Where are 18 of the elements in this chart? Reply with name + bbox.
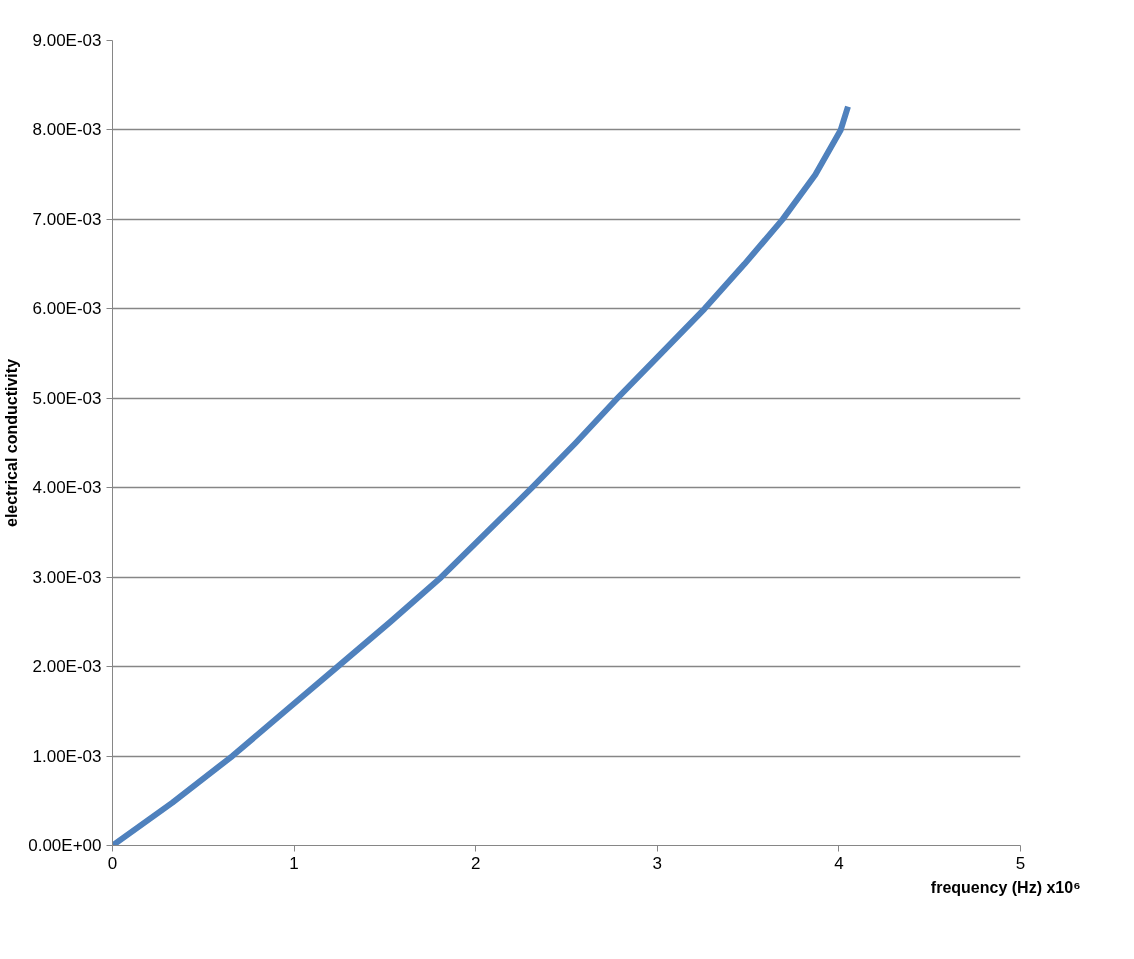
x-tick-label: 4: [834, 853, 844, 873]
x-tick-label: 2: [470, 853, 481, 873]
y-tick-label: 2.00E-03: [32, 657, 102, 677]
y-tick-label: 8.00E-03: [32, 120, 102, 140]
y-tick-label: 3.00E-03: [32, 567, 102, 587]
y-tick-label: 1.00E-03: [32, 746, 102, 766]
y-tick-label: 0.00E+00: [28, 836, 102, 855]
x-axis-title: frequency (Hz) x10⁶: [930, 878, 1081, 896]
y-tick-label: 4.00E-03: [32, 478, 102, 498]
y-axis-title: electrical conductivity: [3, 358, 21, 528]
x-tick-label: 1: [289, 853, 299, 873]
x-tick-label: 0: [107, 853, 118, 873]
y-tick-label: 5.00E-03: [32, 388, 102, 408]
x-tick-label: 5: [1015, 853, 1026, 873]
y-tick-label: 9.00E-03: [32, 31, 102, 50]
y-tick-label: 7.00E-03: [32, 209, 102, 229]
y-tick-label: 6.00E-03: [32, 299, 102, 319]
x-tick-label: 3: [652, 853, 663, 873]
